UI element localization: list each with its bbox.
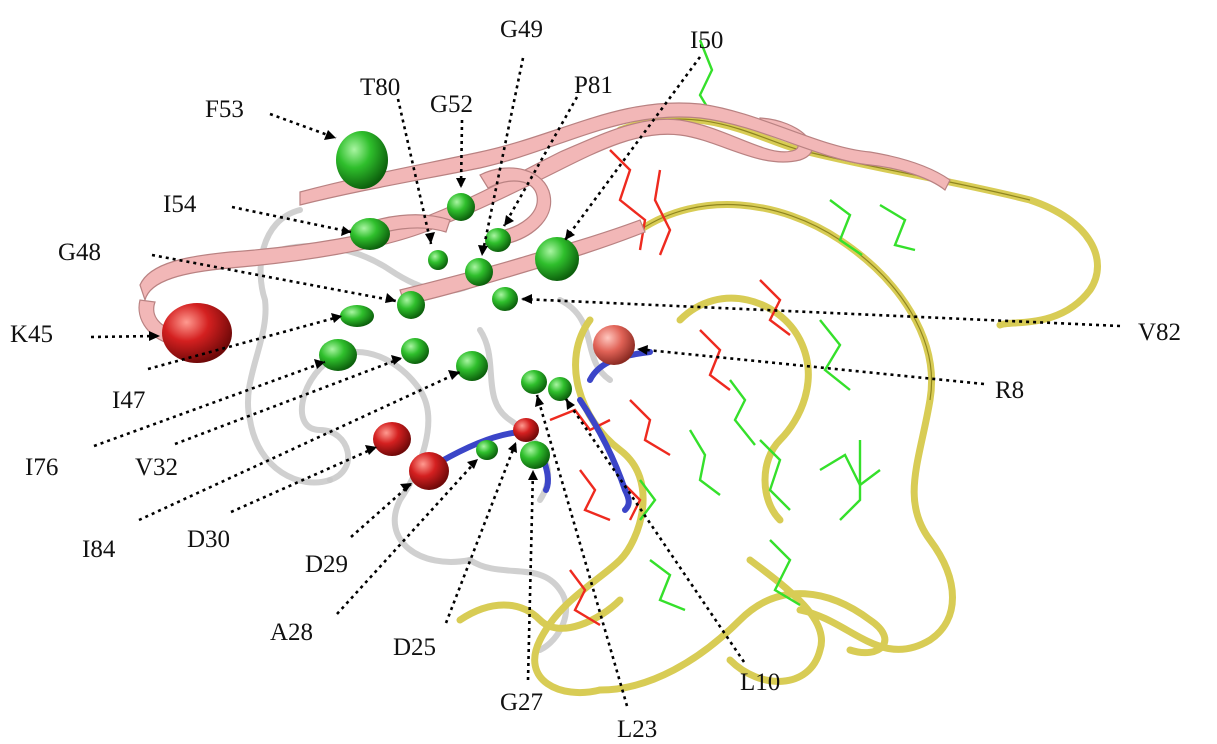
sphere-d30 xyxy=(373,422,411,456)
label-g48: G48 xyxy=(58,239,101,266)
label-i47: I47 xyxy=(112,387,145,414)
label-t80: T80 xyxy=(360,74,400,101)
sphere-i76 xyxy=(319,339,357,371)
leader-l23 xyxy=(535,394,629,707)
leader-g52 xyxy=(459,119,464,189)
label-v82: V82 xyxy=(1138,319,1181,346)
arrow-v32 xyxy=(391,355,402,365)
arrow-g52 xyxy=(456,178,466,188)
label-a28: A28 xyxy=(270,619,313,646)
label-g49: G49 xyxy=(500,16,543,43)
residue-spheres xyxy=(162,131,635,490)
sphere-d29 xyxy=(409,452,449,490)
leader-v32 xyxy=(174,356,403,446)
leader-i76 xyxy=(93,360,326,448)
leader-g27 xyxy=(526,469,535,681)
green-side-chains xyxy=(639,39,916,612)
leader-i47 xyxy=(147,314,343,371)
arrow-i47 xyxy=(331,313,342,323)
sphere-a28 xyxy=(476,440,498,460)
arrow-d25 xyxy=(508,442,517,453)
label-r8: R8 xyxy=(995,377,1024,404)
leader-r8 xyxy=(636,347,985,386)
arrow-t80 xyxy=(425,232,435,244)
label-l23: L23 xyxy=(617,716,657,743)
sphere-g49 xyxy=(465,258,493,286)
label-i54: I54 xyxy=(163,191,197,218)
label-i84: I84 xyxy=(82,536,116,563)
sphere-v82 xyxy=(492,287,518,311)
arrow-d29 xyxy=(400,483,412,492)
arrow-i54 xyxy=(341,226,351,236)
arrow-l10 xyxy=(566,399,575,410)
sphere-l10 xyxy=(548,377,572,401)
arrow-r8 xyxy=(637,345,648,355)
arrow-i76 xyxy=(314,359,325,369)
arrow-a28 xyxy=(467,459,478,469)
leader-k45 xyxy=(90,334,157,339)
label-d30: D30 xyxy=(187,526,230,553)
sphere-l23 xyxy=(521,370,547,394)
red-side-chains xyxy=(549,149,791,627)
arrow-i84 xyxy=(448,370,460,380)
label-g27: G27 xyxy=(500,689,543,716)
leader-v82 xyxy=(520,297,1121,328)
leader-lines xyxy=(90,56,1121,707)
sphere-v32 xyxy=(401,338,429,364)
sphere-g48 xyxy=(397,291,425,319)
leader-i84 xyxy=(138,370,461,522)
sphere-f53 xyxy=(336,131,388,189)
arrow-i50 xyxy=(565,229,575,240)
arrow-g48 xyxy=(385,293,396,303)
label-d29: D29 xyxy=(305,551,348,578)
label-f53: F53 xyxy=(205,96,244,123)
leader-f53 xyxy=(269,112,337,140)
arrow-g27 xyxy=(528,470,538,480)
label-i76: I76 xyxy=(25,454,58,481)
arrow-g49 xyxy=(478,245,488,256)
sphere-i47 xyxy=(340,305,374,327)
arrowheads xyxy=(149,130,648,492)
label-p81: P81 xyxy=(574,72,613,99)
sphere-k45 xyxy=(162,303,232,363)
sphere-d25 xyxy=(513,418,539,442)
yellow-ribbon xyxy=(456,115,1101,697)
label-k45: K45 xyxy=(10,321,53,348)
sphere-g52 xyxy=(447,193,475,221)
label-i50: I50 xyxy=(690,27,723,54)
pink-beta-ribbon xyxy=(138,102,951,346)
sphere-i54 xyxy=(350,218,390,250)
arrow-k45 xyxy=(149,331,160,341)
label-v32: V32 xyxy=(135,454,178,481)
sphere-i50 xyxy=(535,237,579,281)
leader-i50 xyxy=(563,56,702,241)
arrow-v82 xyxy=(521,294,532,304)
arrow-f53 xyxy=(324,130,336,140)
sphere-t80 xyxy=(428,250,448,270)
arrow-l23 xyxy=(535,395,544,407)
label-g52: G52 xyxy=(430,91,473,118)
leader-d25 xyxy=(444,441,518,624)
sphere-p81 xyxy=(485,228,511,252)
label-d25: D25 xyxy=(393,634,436,661)
leader-g49 xyxy=(480,57,525,257)
label-l10: L10 xyxy=(740,669,780,696)
residue-labels: F53 T80 G52 G49 P81 I50 I54 G48 K45 I47 … xyxy=(10,16,1181,743)
sphere-g27 xyxy=(520,441,550,469)
sphere-i84 xyxy=(456,351,488,381)
sphere-r8 xyxy=(593,325,635,365)
arrow-p81 xyxy=(504,215,514,226)
leader-d30 xyxy=(230,445,378,514)
arrow-d30 xyxy=(365,445,377,455)
